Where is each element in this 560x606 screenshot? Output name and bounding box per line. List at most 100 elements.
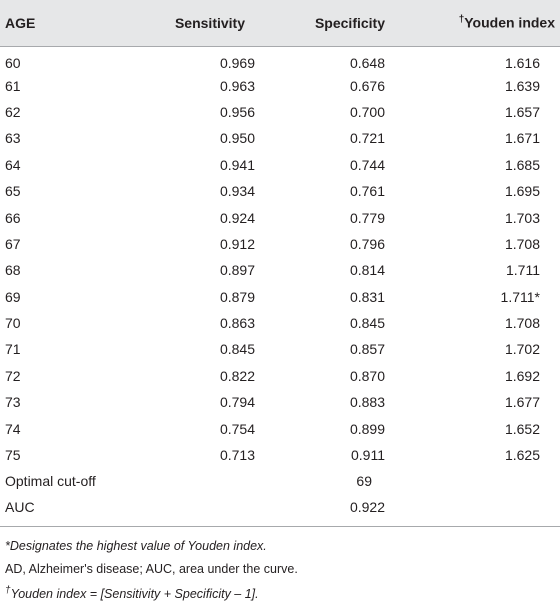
cell: 75 [5,447,21,464]
footnote-marker: † [5,585,11,597]
data-row: 62 0.956 0.700 1.657 [0,99,560,125]
cell: 0.754 [219,420,255,437]
footnote-marker: † [458,14,465,26]
column-header: AGE [5,14,36,31]
cell: 1.652 [504,420,540,437]
table-header: AGE Sensitivity Specificity †Youden index [0,0,560,46]
cell: 1.639 [504,77,540,94]
cell: 1.703 [504,209,540,226]
cell: 60 [5,55,21,72]
cell: 0.924 [219,209,255,226]
cell: 74 [5,420,21,437]
data-row: 63 0.950 0.721 1.671 [0,125,560,151]
cell: 72 [5,367,21,384]
cell: 0.779 [349,209,385,226]
cell: 0.845 [349,315,385,332]
cell: 1.692 [504,367,540,384]
cell: 64 [5,156,21,173]
cell: 0.761 [349,183,385,200]
summary-value: 0.922 [349,499,385,516]
cell: 73 [5,394,21,411]
data-row: 67 0.912 0.796 1.708 [0,231,560,257]
data-row: 75 0.713 0.911 1.625 [0,442,560,468]
data-row: 64 0.941 0.744 1.685 [0,152,560,178]
cell: 0.794 [219,394,255,411]
cell: 1.685 [504,156,540,173]
column-header: Sensitivity [174,14,245,31]
cell: 0.863 [219,315,255,332]
cell: 62 [5,103,21,120]
summary-label: Optimal cut-off [5,473,96,490]
data-row: 72 0.822 0.870 1.692 [0,363,560,389]
data-row: 71 0.845 0.857 1.702 [0,336,560,362]
cell: 0.721 [349,130,385,147]
cell: 70 [5,315,21,332]
cell: 0.941 [219,156,255,173]
cell: 68 [5,262,21,279]
data-row: 68 0.897 0.814 1.711 [0,257,560,283]
cell: 0.857 [349,341,385,358]
header-row: AGE Sensitivity Specificity †Youden index [0,0,560,46]
summary-value: 69 [356,473,372,490]
data-row: 65 0.934 0.761 1.695 [0,178,560,204]
cell: 0.713 [219,447,255,464]
data-row: 60 0.969 0.648 1.616 [0,46,560,72]
results-table: AGE Sensitivity Specificity †Youden index 6… [0,0,560,527]
summary-label: AUC [5,499,35,516]
cell: 0.814 [349,262,385,279]
cell: 1.657 [504,103,540,120]
cell: 1.708 [504,235,540,252]
cell: 66 [5,209,21,226]
cell: 71 [5,341,21,358]
cell: 1.677 [504,394,540,411]
cell: 0.969 [219,55,255,72]
data-row: 70 0.863 0.845 1.708 [0,310,560,336]
cell: 0.950 [219,130,255,147]
footnote: *Designates the highest value of Youden … [5,539,267,554]
cell: 0.883 [349,394,385,411]
cell: 0.956 [219,103,255,120]
cell: 69 [5,288,21,305]
cell: 63 [5,130,21,147]
cell: 0.870 [349,367,385,384]
cell: 1.702 [504,341,540,358]
cell: 1.711 [506,262,540,279]
cell: 1.616 [504,55,540,72]
empty-cell [395,468,560,494]
cell: 0.648 [349,55,385,72]
header-text: Youden index [464,15,555,32]
cell: 0.700 [349,103,385,120]
cell: 0.899 [349,420,385,437]
footnote: †Youden index = [Sensitivity + Specifici… [5,580,555,606]
data-row: 61 0.963 0.676 1.639 [0,72,560,98]
data-row: 66 0.924 0.779 1.703 [0,204,560,230]
data-row: 74 0.754 0.899 1.652 [0,415,560,441]
summary-row: Optimal cut-off 69 [0,468,560,494]
cell: 0.796 [349,235,385,252]
cell: 0.911 [351,447,385,464]
cell: 65 [5,183,21,200]
column-header: †Youden index [395,0,560,46]
data-row: 73 0.794 0.883 1.677 [0,389,560,415]
cell: 67 [5,235,21,252]
cell: 61 [5,77,21,94]
cell: 0.822 [219,367,255,384]
cell: 0.963 [219,77,255,94]
cell: 1.625 [504,447,540,464]
cell: 0.744 [349,156,385,173]
cell: 0.879 [219,288,255,305]
footnotes: *Designates the highest value of Youden … [0,527,560,606]
cell: 0.897 [219,262,255,279]
cell: 1.671 [504,130,540,147]
footnote-text: Youden index = [Sensitivity + Specificit… [10,587,259,602]
cell: 0.934 [219,183,255,200]
cell: 0.912 [219,235,255,252]
cell: 0.676 [349,77,385,94]
cell: 1.711* [500,288,540,305]
empty-cell [395,495,560,527]
cell: 0.831 [349,288,385,305]
summary-row: AUC 0.922 [0,495,560,527]
cell: 1.695 [504,183,540,200]
column-header: Specificity [314,14,385,31]
